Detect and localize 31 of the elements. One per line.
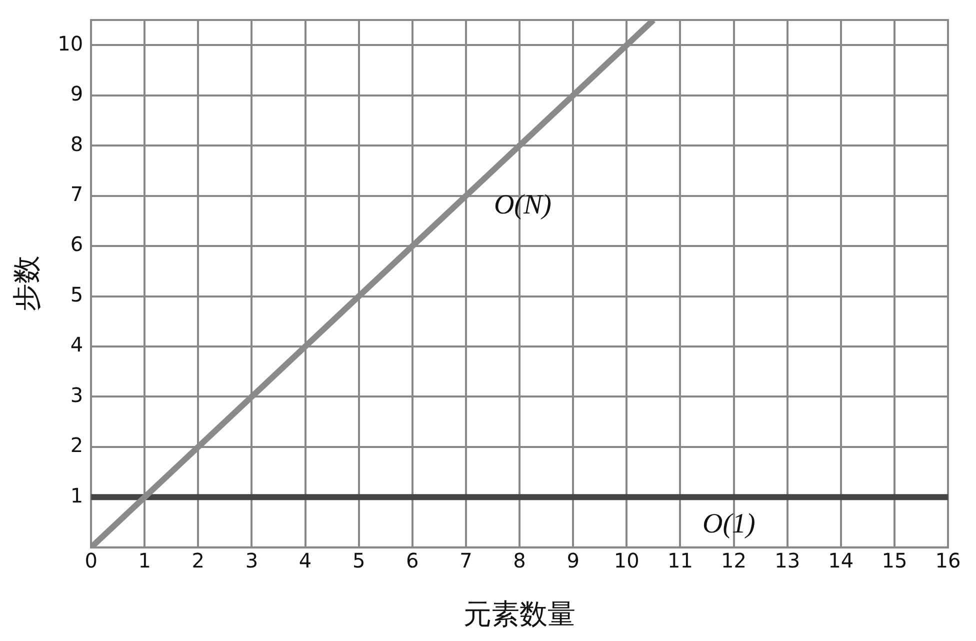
y-tick-label: 3 xyxy=(70,382,84,407)
x-tick-label: 12 xyxy=(721,548,746,573)
series-label: O(N) xyxy=(494,190,552,221)
y-tick-label: 7 xyxy=(70,182,84,206)
x-tick-label: 3 xyxy=(245,548,258,573)
x-tick-label: 10 xyxy=(614,548,640,573)
y-tick-label: 2 xyxy=(70,433,84,458)
y-tick-label: 5 xyxy=(70,282,84,306)
x-tick-label: 16 xyxy=(935,548,961,573)
x-tick-label: 4 xyxy=(298,548,312,573)
y-tick-label: 4 xyxy=(70,332,84,357)
y-tick-label: 6 xyxy=(70,232,84,256)
x-tick-label: 9 xyxy=(566,548,580,573)
x-tick-label: 6 xyxy=(406,548,419,573)
x-tick-label: 1 xyxy=(138,548,151,573)
x-axis-title: 元素数量 xyxy=(464,597,576,630)
y-tick-label: 10 xyxy=(58,31,84,56)
x-tick-label: 7 xyxy=(460,548,472,573)
y-tick-label: 8 xyxy=(70,132,84,156)
x-tick-label: 5 xyxy=(352,548,366,573)
x-tick-label: 15 xyxy=(882,548,908,573)
x-tick-label: 11 xyxy=(667,548,693,573)
x-tick-label: 2 xyxy=(192,548,205,573)
y-tick-label: 9 xyxy=(70,82,84,106)
x-tick-label: 13 xyxy=(774,548,800,573)
y-axis-title: 步数 xyxy=(10,256,44,312)
x-tick-label: 0 xyxy=(84,548,98,573)
x-tick-label: 14 xyxy=(828,548,854,573)
y-tick-label: 1 xyxy=(70,483,84,508)
series-label: O(1) xyxy=(702,508,756,540)
x-tick-label: 8 xyxy=(513,548,526,573)
